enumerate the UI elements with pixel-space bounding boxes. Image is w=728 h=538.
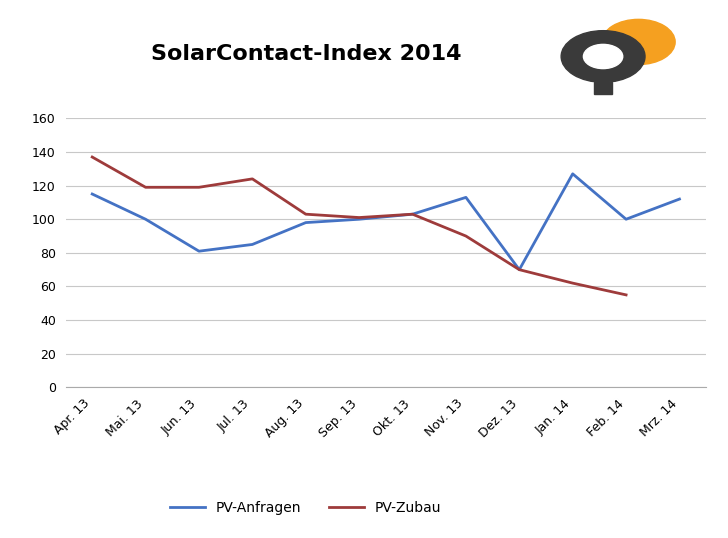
Circle shape: [602, 19, 675, 65]
Circle shape: [561, 31, 645, 82]
Text: SolarContact-Index 2014: SolarContact-Index 2014: [151, 44, 461, 64]
Circle shape: [583, 45, 622, 69]
FancyArrow shape: [594, 82, 612, 95]
Legend: PV-Anfragen, PV-Zubau: PV-Anfragen, PV-Zubau: [165, 495, 447, 520]
